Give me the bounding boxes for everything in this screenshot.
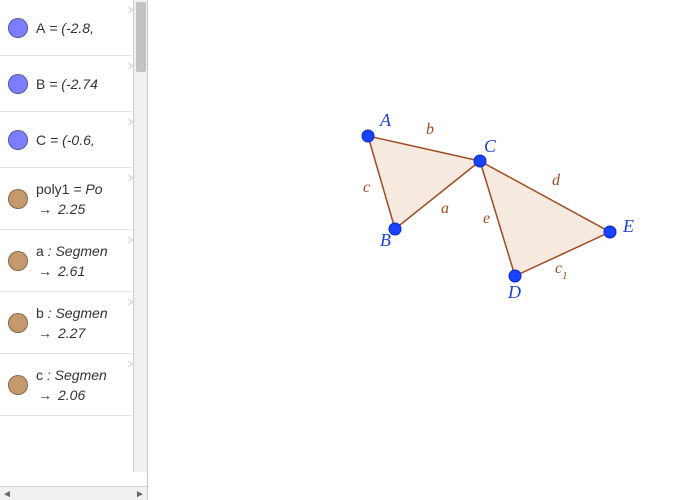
point-A[interactable]	[362, 130, 374, 142]
sidebar-item[interactable]: ×c : Segmen→2.06	[0, 354, 147, 416]
app-root: ×A = (-2.8,×B = (-2.74×C = (-0.6,×poly1 …	[0, 0, 700, 500]
triangle[interactable]	[368, 136, 480, 229]
item-value: →2.06	[36, 387, 141, 403]
canvas-svg: b c a e d c1 A B C D E	[148, 0, 700, 500]
color-swatch[interactable]	[8, 18, 28, 38]
point-C[interactable]	[474, 155, 486, 167]
color-swatch[interactable]	[8, 313, 28, 333]
hscroll-left-button[interactable]: ◄	[0, 487, 14, 500]
hscroll-right-button[interactable]: ►	[133, 487, 147, 500]
triangle[interactable]	[480, 161, 610, 276]
segment-label: d	[552, 172, 561, 189]
point-label: C	[484, 136, 497, 156]
point-label: A	[379, 110, 392, 130]
sidebar-item[interactable]: ×b : Segmen→2.27	[0, 292, 147, 354]
color-swatch[interactable]	[8, 375, 28, 395]
item-definition: poly1 = Po	[36, 181, 141, 197]
segment-label: c	[363, 179, 370, 196]
item-value: →2.25	[36, 201, 141, 217]
item-definition: B = (-2.74	[36, 76, 141, 92]
sidebar-item[interactable]: ×A = (-2.8,	[0, 0, 147, 56]
point-label: B	[380, 230, 391, 250]
segment-label: c1	[555, 260, 568, 282]
sidebar-item[interactable]: ×poly1 = Po→2.25	[0, 168, 147, 230]
sidebar-items: ×A = (-2.8,×B = (-2.74×C = (-0.6,×poly1 …	[0, 0, 147, 486]
graphics-canvas[interactable]: b c a e d c1 A B C D E	[148, 0, 700, 500]
segment-label: a	[441, 200, 449, 217]
sidebar-item[interactable]: ×C = (-0.6,	[0, 112, 147, 168]
vertical-scrollbar[interactable]	[133, 0, 147, 472]
color-swatch[interactable]	[8, 74, 28, 94]
point-E[interactable]	[604, 226, 616, 238]
item-definition: a : Segmen	[36, 243, 141, 259]
item-definition: b : Segmen	[36, 305, 141, 321]
item-definition: c : Segmen	[36, 367, 141, 383]
point-label: D	[507, 282, 521, 302]
item-definition: A = (-2.8,	[36, 20, 141, 36]
color-swatch[interactable]	[8, 189, 28, 209]
horizontal-scrollbar[interactable]: ◄ ►	[0, 486, 147, 500]
item-value: →2.27	[36, 325, 141, 341]
sidebar-item[interactable]: ×a : Segmen→2.61	[0, 230, 147, 292]
algebra-sidebar: ×A = (-2.8,×B = (-2.74×C = (-0.6,×poly1 …	[0, 0, 148, 500]
vertical-scroll-thumb[interactable]	[136, 2, 146, 72]
point-label: E	[622, 216, 634, 236]
sidebar-item[interactable]: ×B = (-2.74	[0, 56, 147, 112]
color-swatch[interactable]	[8, 251, 28, 271]
item-value: →2.61	[36, 263, 141, 279]
item-definition: C = (-0.6,	[36, 132, 141, 148]
point-D[interactable]	[509, 270, 521, 282]
segment-label: b	[426, 121, 434, 138]
color-swatch[interactable]	[8, 130, 28, 150]
segment-label: e	[483, 210, 490, 227]
